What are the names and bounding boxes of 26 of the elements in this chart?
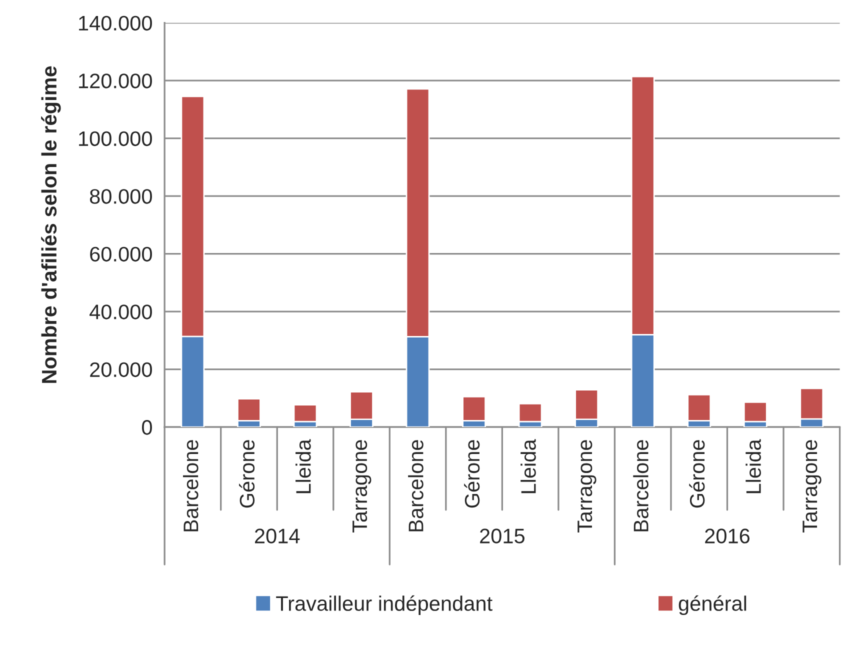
x-tick-label: Lleida bbox=[746, 439, 761, 494]
y-tick-label: 80.000 bbox=[90, 189, 152, 204]
y-tick-label: 140.000 bbox=[79, 16, 152, 31]
x-tick-label: Barcelone bbox=[408, 440, 424, 532]
x-tick-label: Lleida bbox=[520, 439, 536, 494]
x-tick-label: Gérone bbox=[239, 440, 255, 508]
x-tick-label: Gérone bbox=[689, 440, 705, 508]
legend-label: Travailleur indépendant bbox=[276, 595, 492, 616]
text: 2016 bbox=[705, 528, 750, 544]
y-tick-label: 60.000 bbox=[90, 246, 152, 262]
x-tick-label: Barcelone bbox=[633, 440, 648, 532]
text: 2015 bbox=[480, 528, 524, 544]
x-tick-label: Tarragone bbox=[352, 440, 372, 533]
x-tick-label: Barcelone bbox=[183, 440, 198, 532]
y-tick-label: 40.000 bbox=[90, 304, 152, 320]
y-tick-label: 20.000 bbox=[90, 362, 152, 378]
x-tick-label: Tarragone bbox=[578, 440, 596, 533]
x-tick-label: Gérone bbox=[464, 440, 480, 508]
y-axis-title: Nombre d'afiliés selon le régime bbox=[41, 66, 61, 383]
x-tick-label: Lleida bbox=[296, 439, 311, 494]
x-tick-label: Tarragone bbox=[802, 440, 822, 533]
text: 2014 bbox=[254, 528, 300, 544]
y-tick-label: 100.000 bbox=[79, 131, 152, 146]
y-tick-label: 120.000 bbox=[79, 74, 152, 88]
legend-label: général bbox=[678, 595, 746, 616]
y-tick-label: 0 bbox=[142, 420, 152, 435]
